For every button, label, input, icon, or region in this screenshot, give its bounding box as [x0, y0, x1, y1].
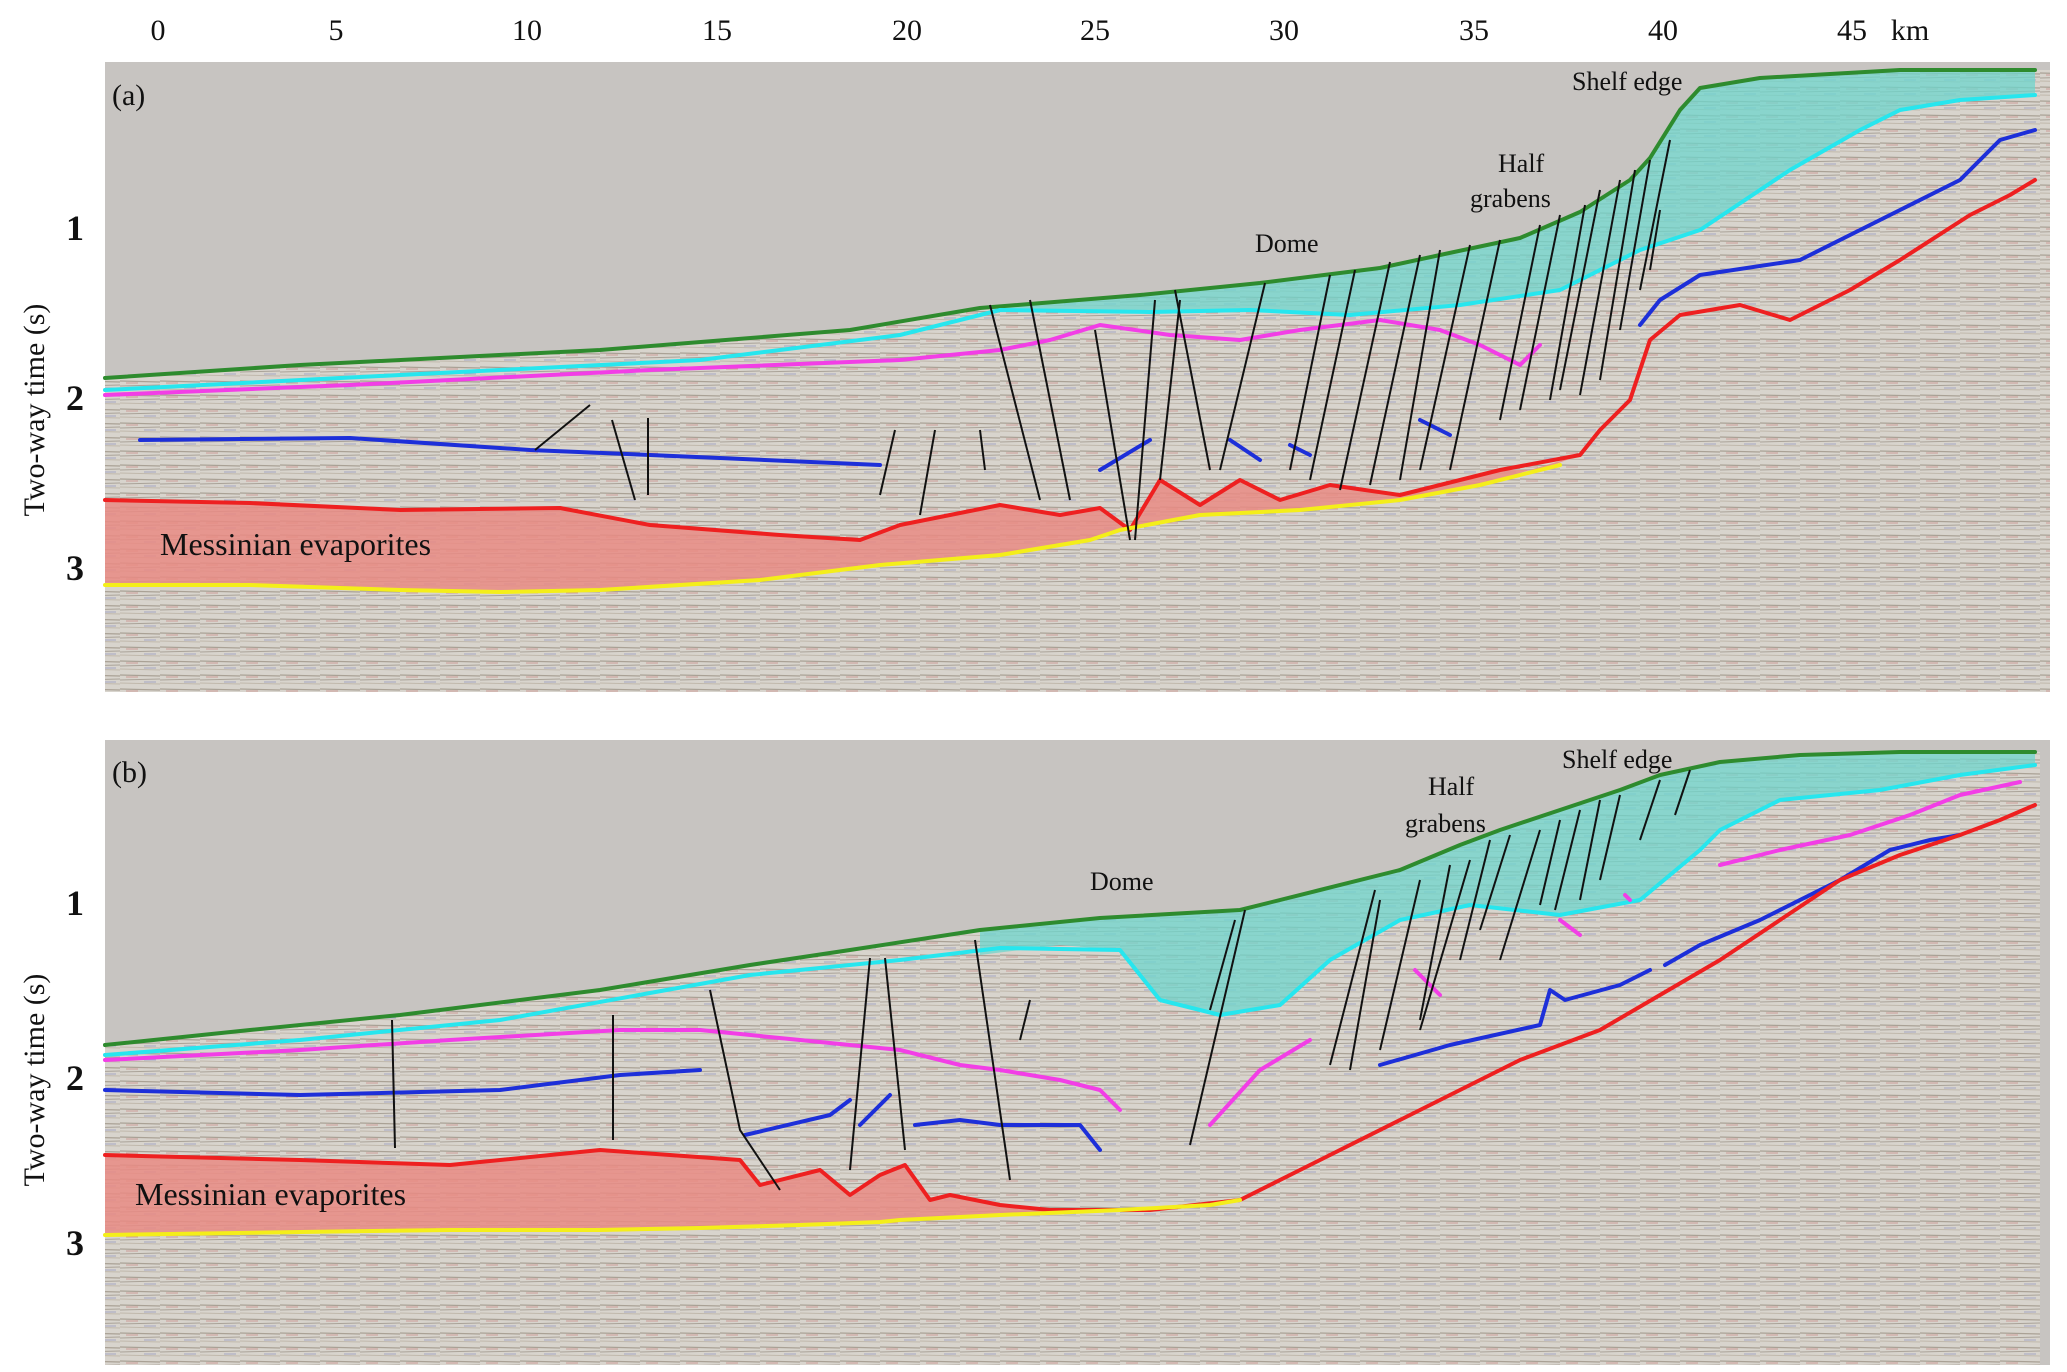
- panel-b: (b) Messinian evaporites Dome Half grabe…: [18, 740, 2050, 1365]
- half-grabens-label-line2: grabens: [1405, 809, 1486, 838]
- blue-horizon: [103, 833, 1962, 1152]
- time-axis-label: Two-way time (s): [18, 974, 51, 1187]
- base-evaporite-horizon: [103, 463, 1562, 594]
- km-tick: 25: [1080, 14, 1110, 47]
- base-evaporite-horizon: [103, 1198, 1242, 1237]
- evaporite-body: [105, 455, 1580, 592]
- km-axis: 0 5 10 15 20 25 30 35 40 45 km: [151, 14, 1930, 47]
- fault-set-b: [391, 769, 1691, 1191]
- blue-horizon: [138, 128, 2037, 472]
- km-tick: 30: [1269, 14, 1299, 47]
- time-tick: 3: [66, 548, 84, 588]
- plio-quaternary-wedge: [980, 752, 2035, 1015]
- panel-a-tag: (a): [112, 79, 145, 112]
- km-tick: 15: [702, 14, 732, 47]
- dome-label: Dome: [1255, 229, 1319, 258]
- time-tick: 1: [66, 208, 84, 248]
- cyan-horizon: [103, 763, 2037, 1057]
- time-axis-label: Two-way time (s): [18, 304, 51, 517]
- km-tick: 45: [1837, 14, 1867, 47]
- evaporite-body: [105, 1150, 1240, 1235]
- km-unit: km: [1891, 14, 1929, 47]
- half-grabens-label-line1: Half: [1428, 772, 1475, 801]
- cyan-horizon: [103, 93, 2037, 392]
- km-tick: 0: [151, 14, 166, 47]
- dome-label: Dome: [1090, 867, 1154, 896]
- panel-b-tag: (b): [112, 756, 147, 789]
- time-tick: 1: [66, 883, 84, 923]
- evaporites-label: Messinian evaporites: [135, 1176, 406, 1212]
- seafloor-horizon: [103, 750, 2037, 1047]
- top-evaporite-horizon: [103, 178, 2037, 542]
- shelf-edge-label: Shelf edge: [1572, 67, 1682, 96]
- magenta-horizon: [103, 318, 1542, 397]
- seafloor-horizon: [103, 68, 2037, 380]
- km-tick: 5: [329, 14, 344, 47]
- panel-a: (a) Messinian evaporites Dome Half grabe…: [18, 62, 2050, 692]
- plio-quaternary-wedge: [980, 70, 2035, 315]
- evaporites-label: Messinian evaporites: [160, 526, 431, 562]
- shelf-edge-label: Shelf edge: [1562, 745, 1672, 774]
- time-tick: 2: [66, 378, 84, 418]
- time-tick: 3: [66, 1223, 84, 1263]
- half-grabens-label-line1: Half: [1498, 149, 1545, 178]
- km-tick: 35: [1459, 14, 1489, 47]
- km-tick: 10: [512, 14, 542, 47]
- km-tick: 40: [1648, 14, 1678, 47]
- km-tick: 20: [892, 14, 922, 47]
- half-grabens-label-line2: grabens: [1470, 184, 1551, 213]
- time-tick: 2: [66, 1058, 84, 1098]
- fault-set-a: [534, 139, 1671, 541]
